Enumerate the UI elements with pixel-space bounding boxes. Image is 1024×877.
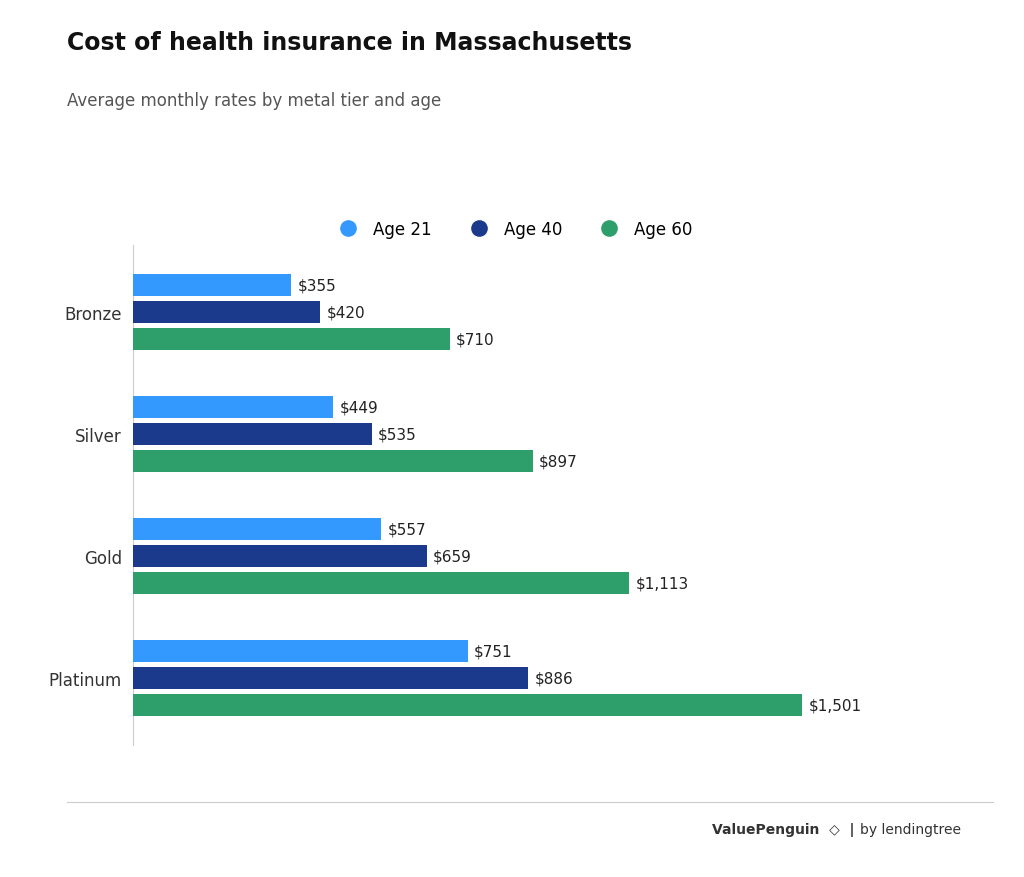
Text: $897: $897 <box>540 454 578 469</box>
Bar <box>133 545 427 567</box>
Bar <box>133 573 629 595</box>
Bar <box>133 396 333 418</box>
Text: $557: $557 <box>388 522 426 537</box>
Bar <box>133 275 292 296</box>
Bar <box>133 451 532 473</box>
Text: by lendingtree: by lendingtree <box>860 822 962 836</box>
Text: $420: $420 <box>327 305 366 320</box>
Text: Cost of health insurance in Massachusetts: Cost of health insurance in Massachusett… <box>67 31 632 54</box>
Text: $751: $751 <box>474 644 513 659</box>
Legend: Age 21, Age 40, Age 60: Age 21, Age 40, Age 60 <box>326 214 698 246</box>
Bar <box>133 695 802 717</box>
Text: $886: $886 <box>535 671 573 686</box>
Bar <box>133 667 528 689</box>
Bar <box>133 302 321 324</box>
Text: $355: $355 <box>298 278 336 293</box>
Text: $659: $659 <box>433 549 472 564</box>
Text: $535: $535 <box>378 427 417 442</box>
Bar <box>133 640 468 662</box>
Bar <box>133 424 372 446</box>
Text: $449: $449 <box>340 400 378 415</box>
Text: $1,113: $1,113 <box>636 576 689 591</box>
Text: $710: $710 <box>456 332 495 347</box>
Bar <box>133 329 450 351</box>
Bar <box>133 518 381 540</box>
Text: $1,501: $1,501 <box>808 698 861 713</box>
Text: ValuePenguin  ◇  |: ValuePenguin ◇ | <box>712 822 864 836</box>
Text: Average monthly rates by metal tier and age: Average monthly rates by metal tier and … <box>67 92 440 111</box>
